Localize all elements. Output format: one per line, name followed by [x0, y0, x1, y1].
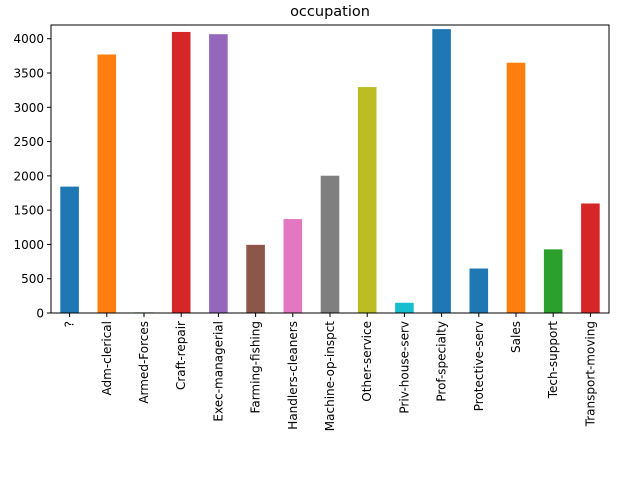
x-tick-label-10: Prof-specialty [435, 321, 449, 402]
chart-title: occupation [290, 4, 370, 20]
x-tick-label-14: Transport-moving [583, 321, 597, 427]
bar-11 [469, 268, 489, 313]
x-tick-label-9: Priv-house-serv [397, 321, 411, 414]
y-tick-label-3: 1500 [13, 204, 44, 218]
x-tick-label-8: Other-service [360, 321, 374, 402]
y-tick-label-0: 0 [36, 307, 44, 321]
x-tick-label-4: Exec-managerial [211, 321, 225, 422]
bar-5 [246, 244, 265, 313]
x-tick-label-0: ? [63, 321, 77, 327]
x-tick-label-6: Handlers-cleaners [286, 321, 300, 430]
bar-10 [432, 29, 451, 314]
bar-9 [395, 302, 414, 313]
bar-0 [60, 186, 79, 313]
x-tick-label-13: Tech-support [546, 321, 560, 400]
x-tick-label-2: Armed-Forces [137, 321, 151, 404]
bars-layer [60, 29, 600, 314]
x-tick-label-5: Farming-fishing [249, 321, 263, 413]
y-tick-label-5: 2500 [13, 135, 44, 149]
bar-6 [283, 219, 303, 313]
bar-4 [209, 34, 228, 313]
bar-12 [506, 62, 526, 314]
y-tick-label-7: 3500 [13, 67, 44, 81]
bar-13 [543, 249, 563, 313]
bar-1 [97, 54, 117, 314]
x-tick-label-1: Adm-clerical [100, 321, 114, 396]
y-tick-label-6: 3000 [13, 101, 44, 115]
y-tick-label-4: 2000 [13, 169, 44, 183]
x-tick-label-3: Craft-repair [174, 321, 188, 390]
bar-7 [320, 175, 340, 313]
y-tick-label-8: 4000 [13, 32, 44, 46]
y-axis: 0 500 1000 1500 2000 2500 3000 3500 4000 [13, 32, 51, 321]
x-tick-label-11: Protective-serv [472, 321, 486, 411]
bar-14 [581, 203, 600, 313]
y-tick-label-2: 1000 [13, 238, 44, 252]
x-axis: ? Adm-clerical Armed-Forces Craft-repair Exe… [63, 313, 597, 431]
bar-8 [357, 87, 377, 313]
bar-3 [171, 31, 191, 314]
x-tick-label-7: Machine-op-inspct [323, 321, 337, 431]
x-tick-label-12: Sales [509, 321, 523, 353]
plot-frame [50, 24, 610, 314]
y-tick-label-1: 500 [21, 272, 44, 286]
